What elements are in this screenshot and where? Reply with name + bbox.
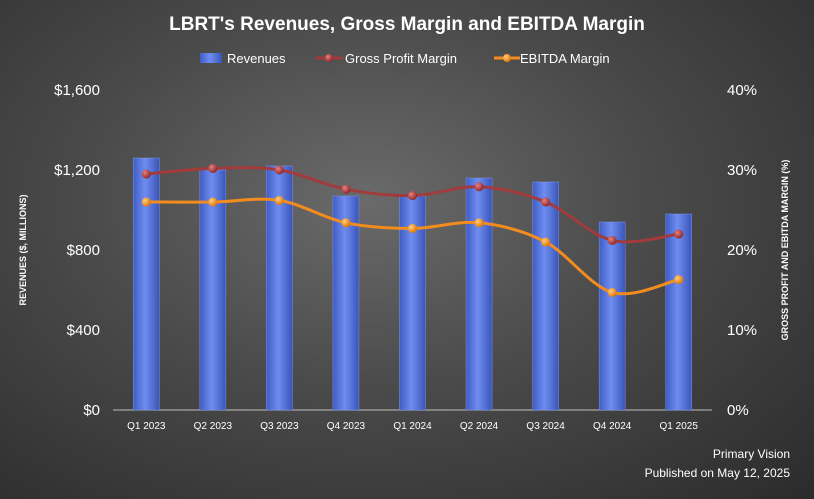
chart-title: LBRT's Revenues, Gross Margin and EBITDA… xyxy=(169,14,645,35)
legend-marker-gross-margin xyxy=(325,54,333,62)
y-tick-label-left: $1,600 xyxy=(54,82,100,99)
y-tick-label-right: 0% xyxy=(727,402,749,419)
legend-swatch-revenues xyxy=(200,53,222,63)
x-tick-label: Q3 2023 xyxy=(260,421,299,432)
y-tick-label-left: $1,200 xyxy=(54,162,100,179)
y-tick-label-right: 30% xyxy=(727,162,757,179)
x-tick-label: Q1 2025 xyxy=(660,421,699,432)
point-gross-margin xyxy=(141,169,151,179)
x-axis-ticks: Q1 2023 Q2 2023 Q3 2023 Q4 2023 Q1 2024 Q2 20… xyxy=(127,421,698,432)
point-gross-margin xyxy=(341,184,351,194)
bar-revenues xyxy=(532,181,559,411)
x-tick-label: Q3 2024 xyxy=(526,421,565,432)
y-tick-label-left: $400 xyxy=(67,322,100,339)
point-ebitda-margin xyxy=(274,195,284,205)
bar-revenues xyxy=(332,195,360,411)
y-tick-label-right: 20% xyxy=(727,242,757,259)
point-ebitda-margin xyxy=(341,218,351,228)
x-tick-label: Q4 2023 xyxy=(327,421,366,432)
point-gross-margin xyxy=(208,163,218,173)
bar-revenues xyxy=(266,165,293,411)
source-label: Primary Vision xyxy=(713,447,790,461)
point-gross-margin xyxy=(408,191,417,201)
bar-revenues xyxy=(133,157,160,411)
point-gross-margin xyxy=(607,235,617,245)
y-tick-label-right: 10% xyxy=(727,322,757,339)
legend: Revenues Gross Profit Margin EBITDA Marg… xyxy=(200,51,610,66)
bar-revenues xyxy=(665,213,692,411)
x-tick-label: Q1 2024 xyxy=(393,421,432,432)
y-tick-label-left: $0 xyxy=(83,402,100,419)
point-ebitda-margin xyxy=(208,197,218,207)
legend-label-gross-margin: Gross Profit Margin xyxy=(345,51,457,66)
point-ebitda-margin xyxy=(607,287,617,297)
margin-lines xyxy=(141,163,684,297)
x-tick-label: Q2 2024 xyxy=(460,421,499,432)
left-axis-ticks: $0 $400 $800 $1,200 $1,600 xyxy=(54,82,100,419)
x-tick-label: Q1 2023 xyxy=(127,421,166,432)
y-tick-label-left: $800 xyxy=(67,242,100,259)
point-ebitda-margin xyxy=(674,275,684,285)
point-gross-margin xyxy=(674,229,684,239)
x-tick-label: Q2 2023 xyxy=(194,421,233,432)
right-axis-ticks: 0% 10% 20% 30% 40% xyxy=(727,82,757,419)
y-tick-label-right: 40% xyxy=(727,82,757,99)
published-date: Published on May 12, 2025 xyxy=(645,466,791,480)
point-ebitda-margin xyxy=(474,218,484,228)
y-axis-label-right: GROSS PROFIT AND EBITDA MARGIN (%) xyxy=(780,160,790,341)
point-gross-margin xyxy=(274,165,284,175)
x-tick-label: Q4 2024 xyxy=(593,421,632,432)
legend-label-revenues: Revenues xyxy=(227,51,286,66)
point-ebitda-margin xyxy=(408,223,417,233)
legend-marker-ebitda-margin xyxy=(503,54,511,62)
point-gross-margin xyxy=(541,197,551,207)
point-ebitda-margin xyxy=(541,237,551,247)
point-ebitda-margin xyxy=(141,197,151,207)
revenue-bars xyxy=(133,157,692,411)
legend-label-ebitda-margin: EBITDA Margin xyxy=(520,51,610,66)
y-axis-label-left: REVENUES ($, MILLIONS) xyxy=(18,194,28,305)
point-gross-margin xyxy=(474,182,484,192)
bar-revenues xyxy=(465,177,493,411)
bar-revenues xyxy=(598,221,626,411)
